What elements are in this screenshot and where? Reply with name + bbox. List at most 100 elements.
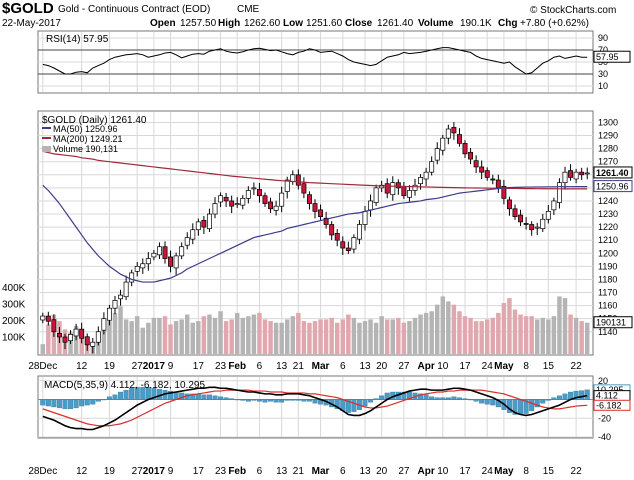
candle-body	[212, 203, 218, 215]
candle-body	[540, 218, 546, 230]
candle-body	[334, 233, 340, 241]
macd-histogram-bar	[268, 399, 274, 402]
candle-body	[179, 246, 185, 257]
candle-body	[106, 307, 112, 321]
volume-bar	[107, 321, 112, 354]
x-tick-label: Apr	[417, 361, 434, 372]
volume-layer	[40, 296, 590, 354]
volume-bar	[479, 321, 484, 354]
volume-bar	[218, 311, 223, 354]
x-tick-label: 27	[132, 466, 144, 477]
candle-body	[312, 203, 318, 212]
macd-histogram-bar	[129, 388, 135, 400]
macd-histogram-bar	[545, 399, 551, 401]
price-layer	[40, 122, 590, 354]
macd-histogram-bar	[540, 399, 546, 404]
candle-body	[373, 187, 379, 203]
volume-bar	[523, 316, 529, 354]
candle-body	[340, 241, 346, 249]
volume-bar	[318, 319, 323, 354]
candle-body	[418, 177, 424, 185]
volume-bar	[373, 322, 379, 354]
macd-histogram-bar	[434, 397, 440, 400]
candle-body	[45, 315, 51, 322]
low-value: 1251.60	[306, 18, 343, 29]
volume-bar	[135, 316, 140, 354]
macd-histogram-bar	[79, 399, 85, 407]
price-title: $GOLD (Daily) 1261.40	[42, 115, 147, 126]
macd-histogram-bar	[295, 399, 301, 401]
x-tick-label: 23	[215, 361, 227, 372]
candle-body	[134, 266, 140, 272]
candle-body	[529, 224, 535, 231]
macd-histogram-bar	[245, 399, 251, 402]
rsi-layer	[38, 47, 593, 75]
macd-histogram-bar	[406, 391, 412, 400]
x-tick-label: 17	[459, 361, 471, 372]
candle-body	[218, 195, 224, 203]
macd-histogram-bar	[190, 393, 196, 400]
x-tick-label: May	[494, 361, 514, 372]
volume-bar	[435, 304, 440, 354]
volume-bar	[179, 319, 184, 354]
candle-body	[168, 256, 174, 267]
x-tick-label: 12	[76, 361, 88, 372]
candle-body	[434, 148, 440, 161]
volume-bar	[235, 312, 240, 354]
x-tick-label: 10	[437, 361, 449, 372]
volume-bar	[257, 312, 262, 354]
volume-bar	[385, 319, 390, 354]
volume-value: 190.1K	[460, 18, 492, 29]
x-tick-label: 9	[168, 466, 174, 477]
volume-bar	[535, 319, 540, 354]
candle-body	[384, 183, 390, 194]
macd-histogram-bar	[151, 388, 157, 400]
macd-histogram-bar	[90, 399, 96, 405]
x-tick-label: 21	[293, 361, 305, 372]
macd-histogram-bar	[479, 399, 485, 404]
x-tick-label: 22	[571, 361, 583, 372]
volume-bar	[379, 316, 384, 354]
x-tick-label: 17	[459, 466, 471, 477]
macd-histogram-bar	[101, 399, 107, 401]
volume-bar	[140, 327, 145, 354]
volume-bar	[423, 312, 429, 354]
volume-bar	[268, 321, 273, 354]
volume-bar	[368, 319, 373, 354]
macd-histogram-bar	[418, 393, 424, 400]
price-last-value-box	[593, 166, 633, 179]
macd-histogram-bar	[445, 397, 451, 400]
x-tick-label: Mar	[312, 361, 330, 372]
macd-histogram-bar	[56, 399, 62, 409]
macd-histogram-bar	[345, 399, 351, 413]
macd-histogram-bar	[123, 389, 129, 400]
macd-histogram-bar	[429, 396, 435, 400]
macd-histogram-bar	[490, 399, 496, 406]
volume-bar	[351, 317, 357, 354]
candle-body	[173, 255, 179, 269]
candle-body	[223, 196, 229, 202]
macd-histogram-bar	[134, 387, 140, 400]
volume-legend-swatch	[42, 146, 51, 152]
date-label: 22-May-2017	[2, 18, 61, 29]
volume-bar	[396, 317, 401, 354]
candle-body	[306, 194, 312, 204]
candle-body	[440, 137, 446, 151]
candle-body	[351, 237, 357, 250]
candle-body	[273, 205, 279, 211]
macd-last-value: 10.295	[596, 385, 624, 395]
price-tick-label: 1270	[598, 157, 618, 167]
volume-bar	[557, 296, 562, 354]
candle-body	[234, 203, 240, 205]
candle-body	[295, 174, 301, 186]
volume-bar	[540, 317, 545, 354]
macd-histogram-bar	[551, 397, 557, 400]
price-tick-label: 1200	[598, 248, 618, 258]
volume-label: Volume	[418, 18, 454, 29]
candle-body	[90, 341, 96, 347]
macd-histogram-bar	[62, 399, 68, 410]
volume-bar	[118, 306, 123, 354]
x-tick-label: 13	[276, 361, 288, 372]
macd-histogram-bar	[306, 399, 312, 402]
rsi-last-value-box	[593, 50, 631, 63]
